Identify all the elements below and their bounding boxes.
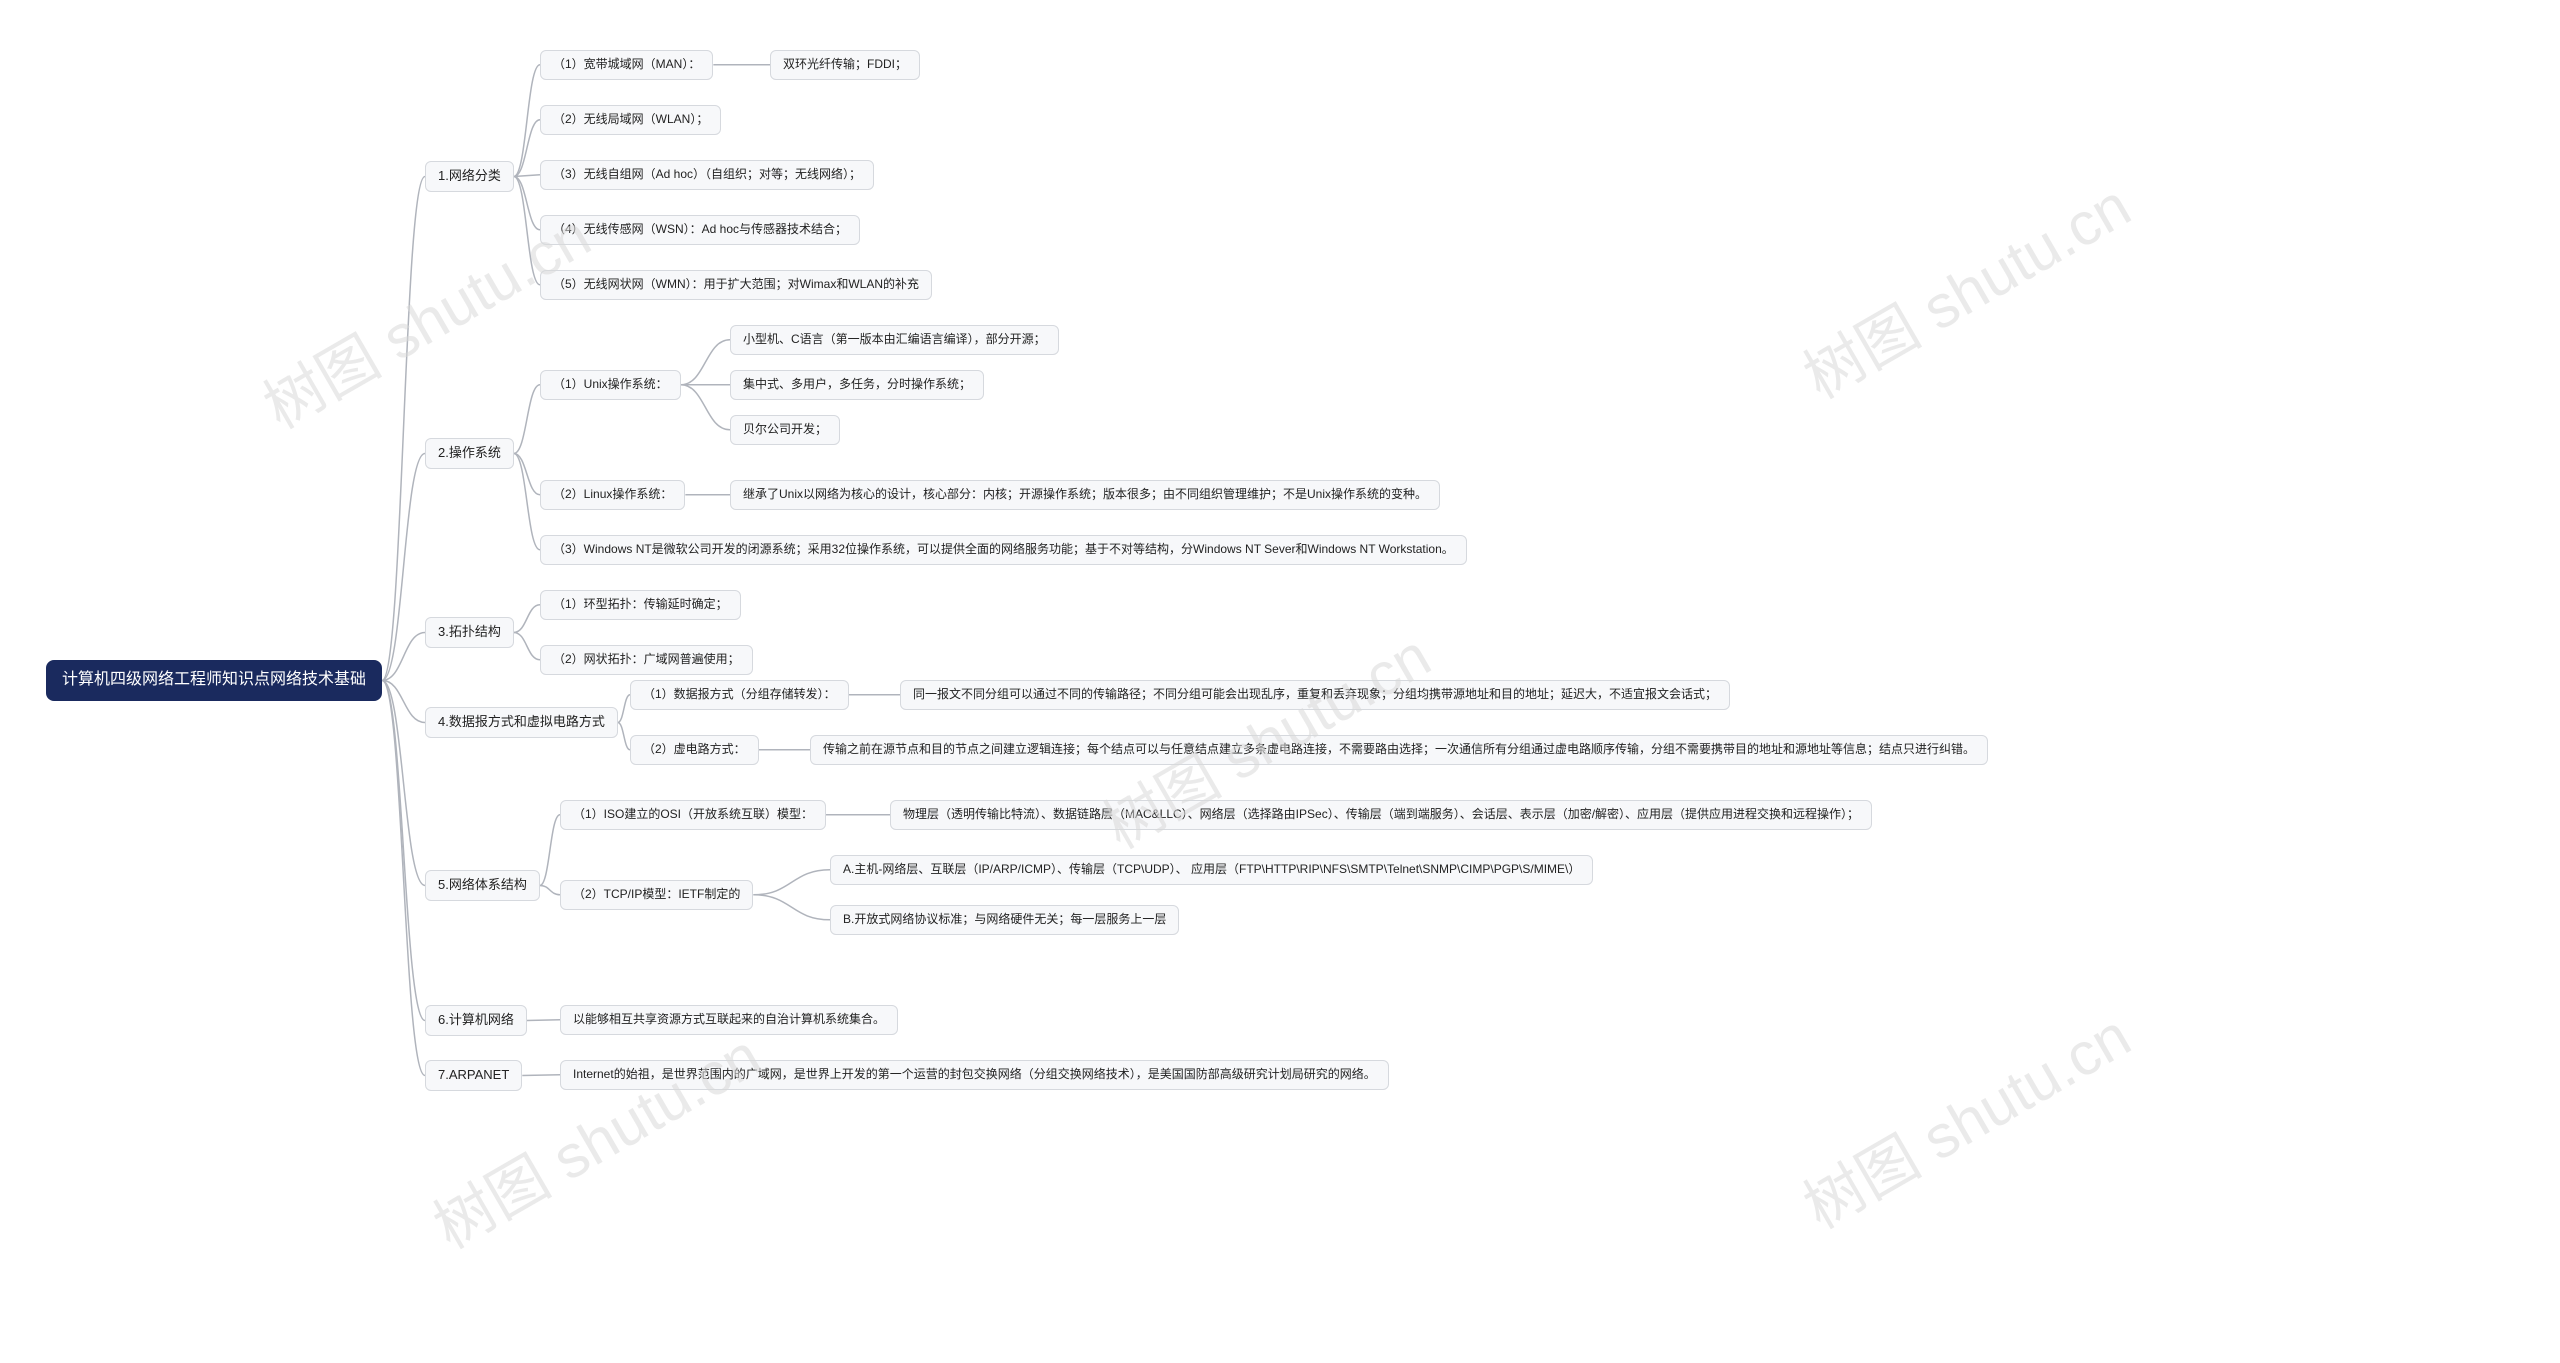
- mindmap-node: （2）虚电路方式：: [630, 735, 759, 765]
- mindmap-node: 传输之前在源节点和目的节点之间建立逻辑连接；每个结点可以与任意结点建立多条虚电路…: [810, 735, 1988, 765]
- mindmap-node: （1）环型拓扑：传输延时确定；: [540, 590, 741, 620]
- mindmap-node: 集中式、多用户，多任务，分时操作系统；: [730, 370, 984, 400]
- mindmap-node: 3.拓扑结构: [425, 617, 514, 648]
- mindmap-node: （2）Linux操作系统：: [540, 480, 685, 510]
- svg-text:树图 shutu.cn: 树图 shutu.cn: [1793, 1001, 2141, 1241]
- mindmap-node: （1）ISO建立的OSI（开放系统互联）模型：: [560, 800, 826, 830]
- mindmap-node: （3）Windows NT是微软公司开发的闭源系统；采用32位操作系统，可以提供…: [540, 535, 1467, 565]
- mindmap-node: 2.操作系统: [425, 438, 514, 469]
- mindmap-node: Internet的始祖，是世界范围内的广域网，是世界上开发的第一个运营的封包交换…: [560, 1060, 1389, 1090]
- mindmap-node: 6.计算机网络: [425, 1005, 527, 1036]
- mindmap-node: （3）无线自组网（Ad hoc）（自组织；对等；无线网络）；: [540, 160, 874, 190]
- mindmap-node: B.开放式网络协议标准；与网络硬件无关；每一层服务上一层: [830, 905, 1179, 935]
- mindmap-node: （2）网状拓扑：广域网普遍使用；: [540, 645, 753, 675]
- mindmap-node: A.主机-网络层、互联层（IP/ARP/ICMP）、传输层（TCP\UDP）、 …: [830, 855, 1593, 885]
- mindmap-node: 4.数据报方式和虚拟电路方式: [425, 707, 618, 738]
- mindmap-node: （1）数据报方式（分组存储转发）：: [630, 680, 849, 710]
- svg-text:树图 shutu.cn: 树图 shutu.cn: [1793, 171, 2141, 411]
- mindmap-node: （2）TCP/IP模型：IETF制定的: [560, 880, 753, 910]
- mindmap-root: 计算机四级网络工程师知识点网络技术基础: [46, 660, 382, 701]
- mindmap-node: 物理层（透明传输比特流）、数据链路层（MAC&LLC）、网络层（选择路由IPSe…: [890, 800, 1872, 830]
- mindmap-node: 7.ARPANET: [425, 1060, 522, 1091]
- mindmap-node: 贝尔公司开发；: [730, 415, 840, 445]
- svg-text:树图 shutu.cn: 树图 shutu.cn: [423, 1021, 771, 1261]
- mindmap-node: （4）无线传感网（WSN）：Ad hoc与传感器技术结合；: [540, 215, 860, 245]
- mindmap-node: （2）无线局域网（WLAN）；: [540, 105, 721, 135]
- mindmap-node: 双环光纤传输；FDDI；: [770, 50, 920, 80]
- mindmap-node: 5.网络体系结构: [425, 870, 540, 901]
- mindmap-node: （1）宽带城域网（MAN）：: [540, 50, 713, 80]
- mindmap-node: 1.网络分类: [425, 161, 514, 192]
- mindmap-node: （5）无线网状网（WMN）：用于扩大范围；对Wimax和WLAN的补充: [540, 270, 932, 300]
- mindmap-node: （1）Unix操作系统：: [540, 370, 681, 400]
- mindmap-node: 同一报文不同分组可以通过不同的传输路径；不同分组可能会出现乱序，重复和丢弃现象；…: [900, 680, 1730, 710]
- mindmap-node: 继承了Unix以网络为核心的设计，核心部分：内核；开源操作系统；版本很多；由不同…: [730, 480, 1440, 510]
- mindmap-node: 小型机、C语言（第一版本由汇编语言编译），部分开源；: [730, 325, 1059, 355]
- mindmap-node: 以能够相互共享资源方式互联起来的自治计算机系统集合。: [560, 1005, 898, 1035]
